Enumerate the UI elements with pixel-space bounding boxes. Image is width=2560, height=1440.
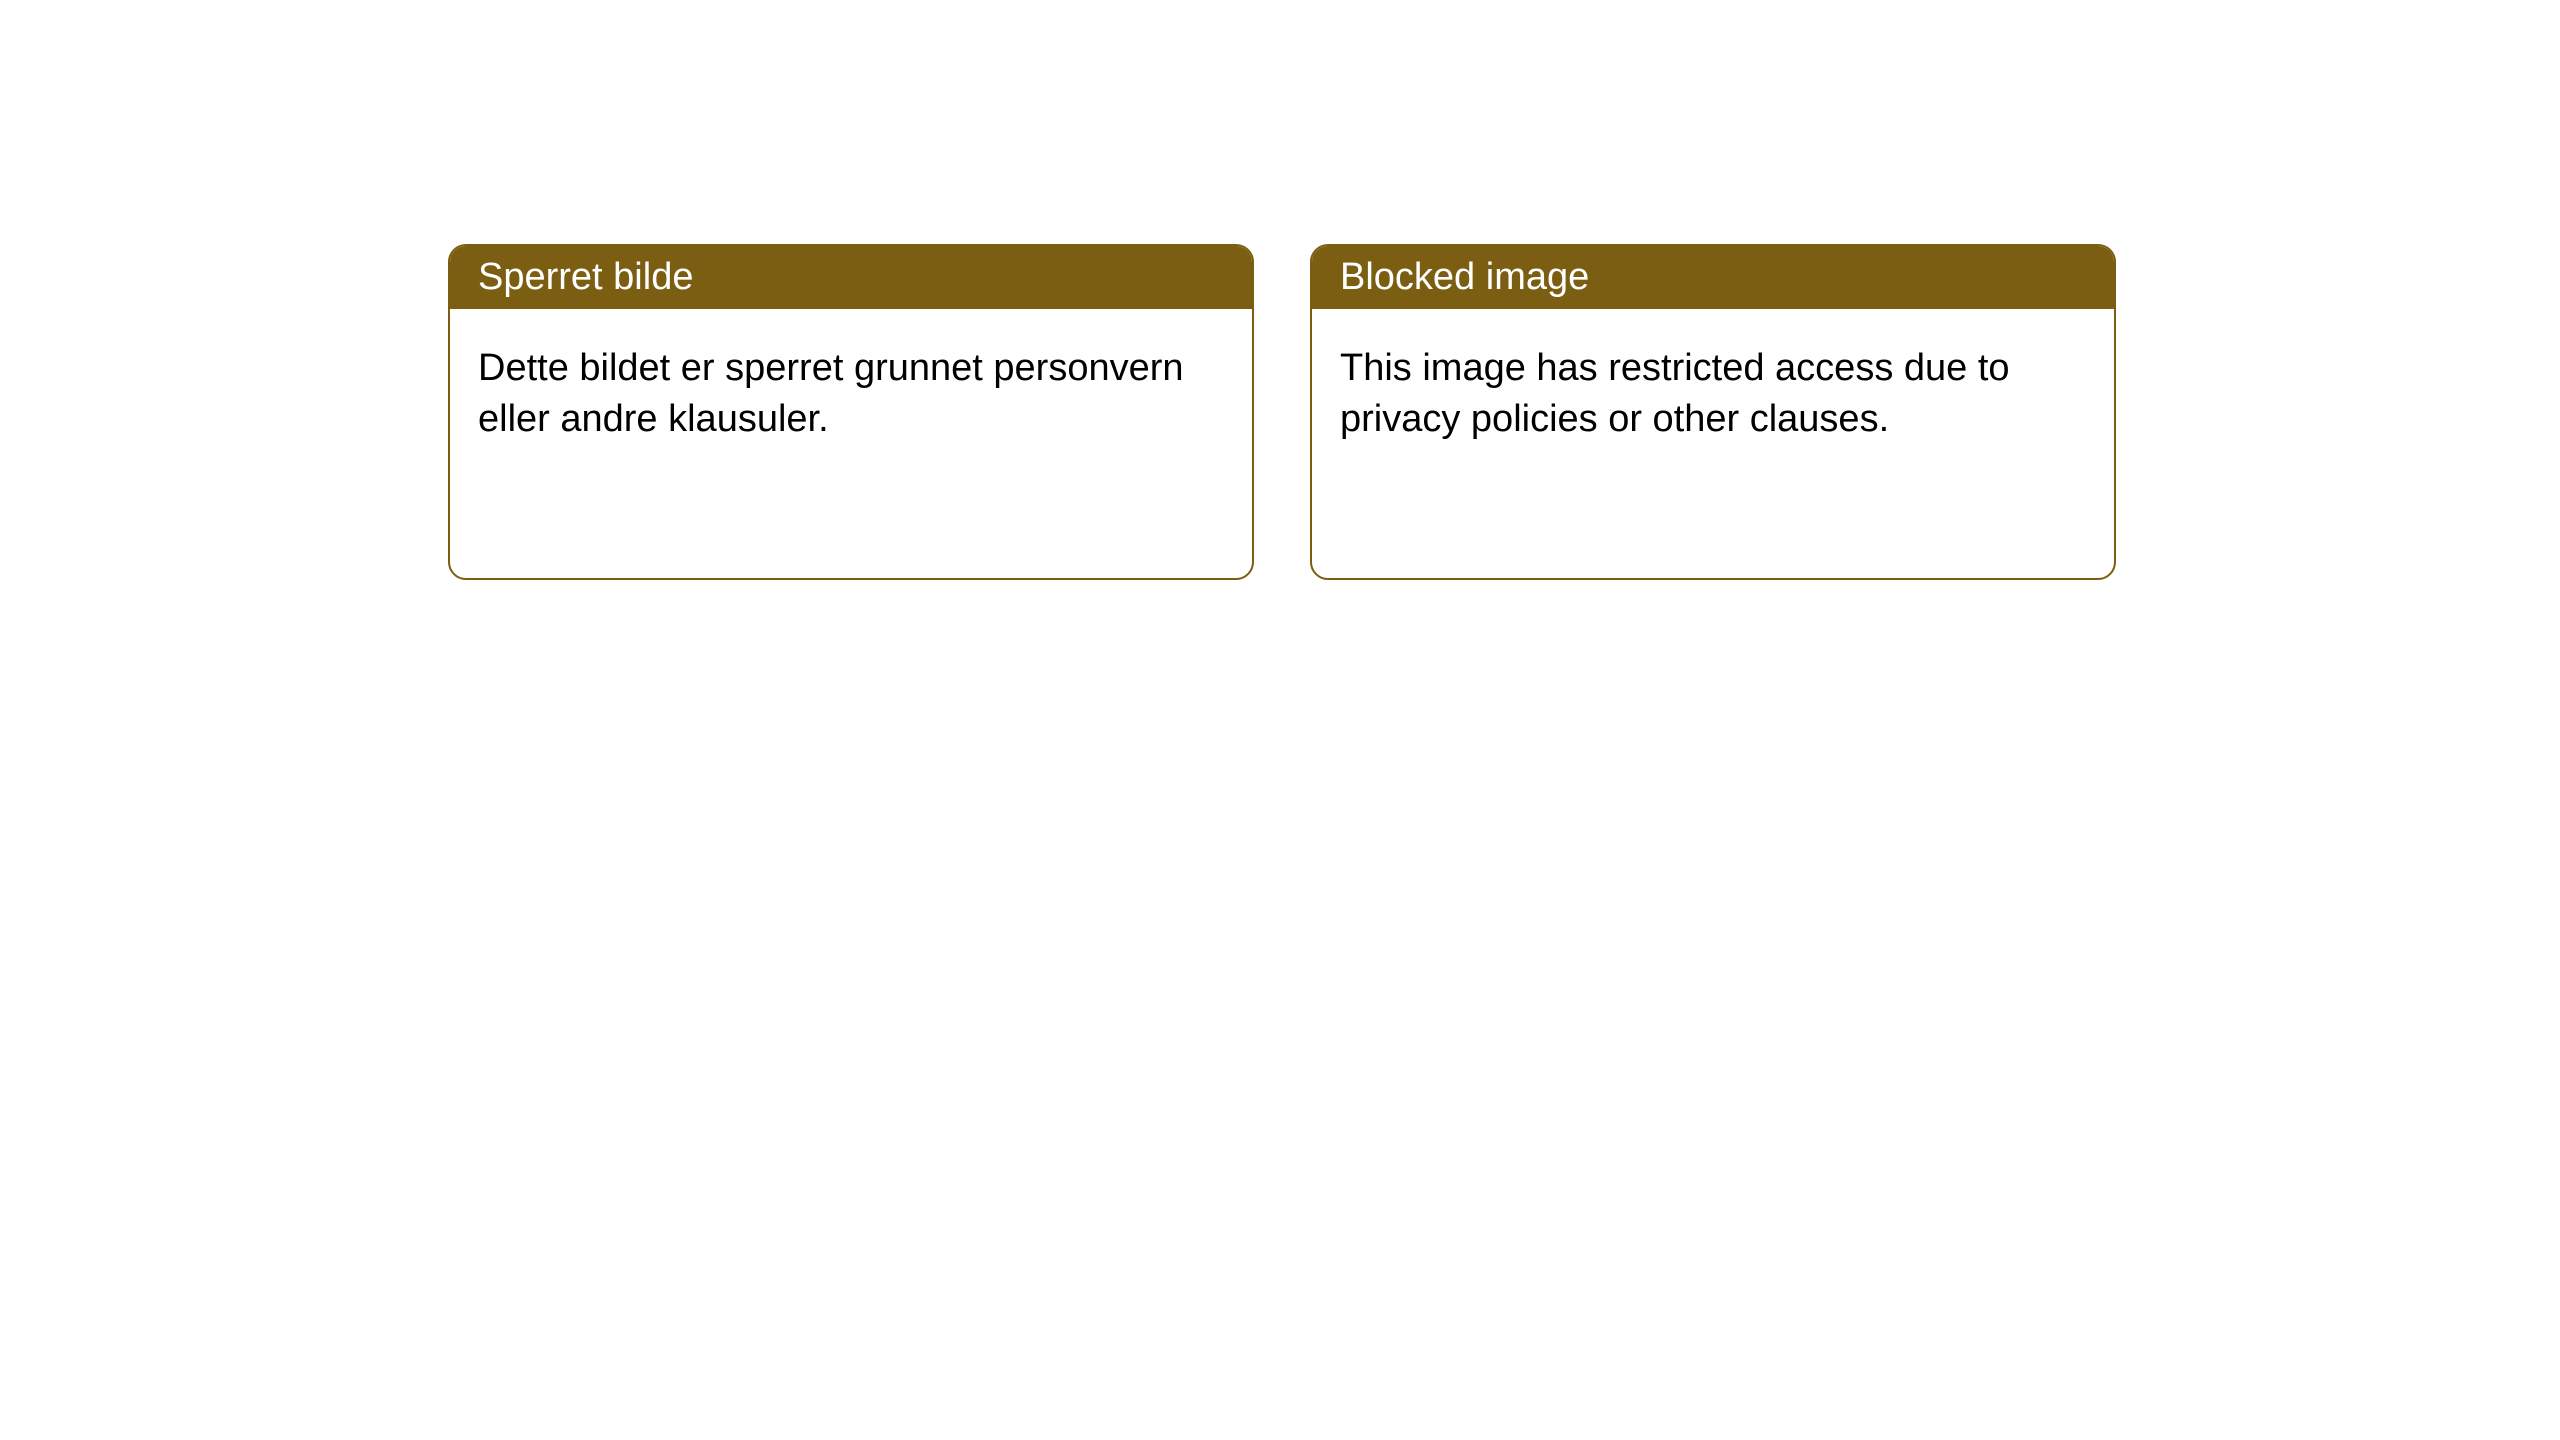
notice-body: This image has restricted access due to …: [1312, 309, 2114, 480]
notice-title: Blocked image: [1340, 256, 1589, 298]
notice-card-norwegian: Sperret bilde Dette bildet er sperret gr…: [448, 244, 1254, 580]
notice-title: Sperret bilde: [478, 256, 693, 298]
notice-header: Blocked image: [1312, 246, 2114, 309]
notice-body-text: Dette bildet er sperret grunnet personve…: [478, 347, 1184, 440]
notice-header: Sperret bilde: [450, 246, 1252, 309]
notice-body: Dette bildet er sperret grunnet personve…: [450, 309, 1252, 480]
notice-body-text: This image has restricted access due to …: [1340, 347, 2010, 440]
notice-container: Sperret bilde Dette bildet er sperret gr…: [0, 0, 2560, 580]
notice-card-english: Blocked image This image has restricted …: [1310, 244, 2116, 580]
